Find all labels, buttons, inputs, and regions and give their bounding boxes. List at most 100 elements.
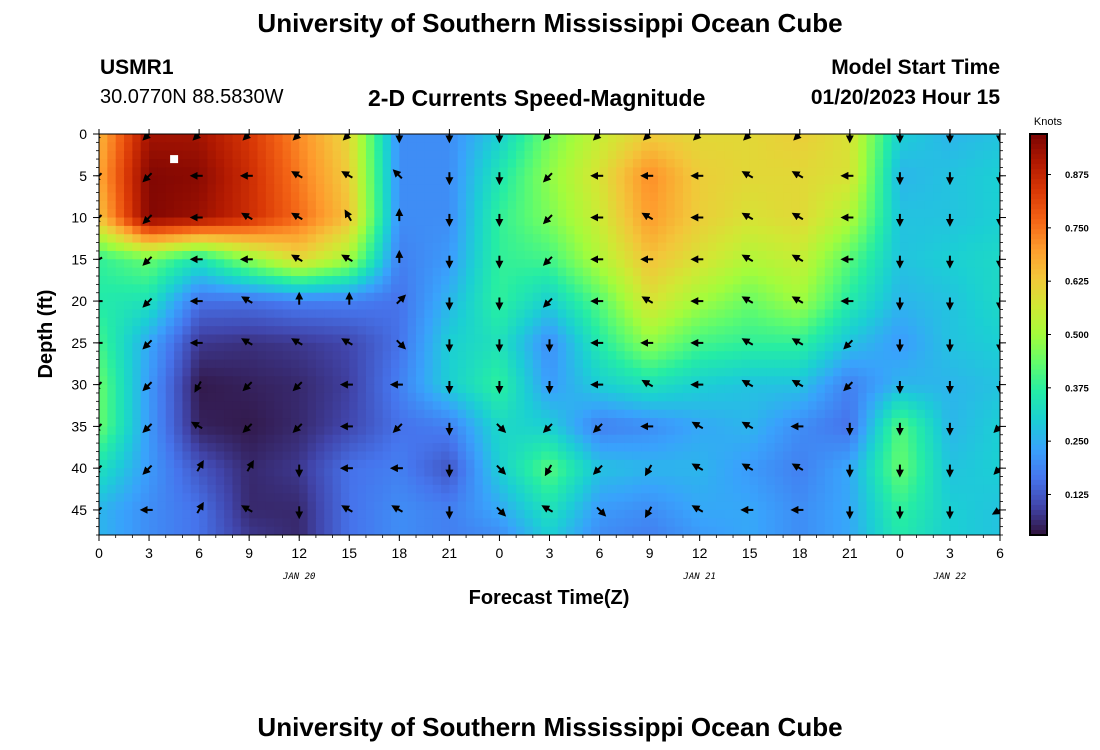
heatmap-cell (708, 301, 717, 311)
heatmap-cell (966, 476, 976, 486)
heatmap-cell (257, 175, 267, 185)
heatmap-cell (432, 225, 442, 235)
heatmap-cell (599, 426, 609, 436)
heatmap-cell (783, 351, 793, 361)
heatmap-cell (99, 184, 108, 194)
heatmap-cell (657, 451, 667, 461)
heatmap-cell (858, 392, 868, 402)
heatmap-cell (190, 451, 200, 461)
heatmap-cell (783, 468, 793, 478)
heatmap-cell (257, 309, 267, 319)
heatmap-cell (858, 267, 868, 277)
heatmap-cell (340, 509, 350, 519)
heatmap-cell (849, 259, 859, 269)
heatmap-cell (332, 175, 342, 185)
heatmap-cell (833, 434, 843, 444)
heatmap-cell (599, 476, 609, 486)
heatmap-cell (591, 200, 601, 210)
heatmap-cell (657, 150, 667, 160)
heatmap-cell (582, 384, 592, 394)
heatmap-cell (99, 334, 108, 344)
heatmap-cell (290, 342, 300, 352)
heatmap-cell (824, 317, 834, 327)
heatmap-cell (232, 518, 242, 528)
heatmap-cell (516, 242, 526, 252)
heatmap-cell (240, 267, 250, 277)
heatmap-cell (207, 376, 217, 386)
heatmap-cell (674, 175, 684, 185)
heatmap-cell (190, 234, 200, 244)
heatmap-cell (799, 392, 809, 402)
heatmap-cell (833, 192, 843, 202)
heatmap-cell (449, 292, 459, 302)
heatmap-cell (424, 468, 434, 478)
heatmap-cell (582, 476, 592, 486)
heatmap-cell (174, 342, 184, 352)
heatmap-cell (858, 468, 868, 478)
heatmap-cell (883, 192, 893, 202)
heatmap-cell (716, 317, 726, 327)
heatmap-cell (766, 409, 776, 419)
heatmap-cell (249, 259, 259, 269)
heatmap-cell (666, 476, 676, 486)
heatmap-cell (849, 451, 859, 461)
heatmap-cell (165, 159, 175, 169)
heatmap-cell (949, 392, 959, 402)
heatmap-cell (265, 384, 275, 394)
heatmap-cell (691, 309, 701, 319)
heatmap-cell (874, 150, 884, 160)
heatmap-cell (274, 392, 284, 402)
heatmap-cell (124, 301, 133, 311)
heatmap-cell (733, 493, 742, 503)
heatmap-cell (115, 192, 125, 202)
heatmap-cell (324, 292, 334, 302)
heatmap-cell (808, 459, 818, 469)
heatmap-cell (941, 418, 951, 427)
heatmap-cell (949, 409, 959, 419)
heatmap-cell (574, 443, 584, 453)
heatmap-cell (632, 401, 642, 411)
heatmap-cell (474, 209, 484, 219)
heatmap-cell (549, 200, 559, 210)
heatmap-cell (532, 367, 542, 377)
heatmap-cell (115, 267, 125, 277)
heatmap-cell (157, 401, 167, 411)
heatmap-cell (532, 175, 542, 185)
heatmap-cell (390, 443, 400, 453)
heatmap-cell (758, 418, 767, 427)
heatmap-cell (908, 184, 918, 194)
heatmap-cell (691, 468, 701, 478)
heatmap-cell (574, 200, 584, 210)
heatmap-cell (724, 443, 734, 453)
heatmap-cell (933, 468, 943, 478)
heatmap-cell (708, 159, 717, 169)
heatmap-cell (174, 309, 184, 319)
heatmap-cell (199, 326, 209, 336)
heatmap-cell (390, 384, 400, 394)
heatmap-cell (908, 392, 918, 402)
heatmap-cell (466, 351, 476, 361)
heatmap-cell (165, 434, 175, 444)
heatmap-cell (307, 192, 317, 202)
heatmap-cell (616, 476, 626, 486)
heatmap-cell (983, 175, 993, 185)
heatmap-cell (991, 225, 1000, 235)
heatmap-cell (708, 267, 717, 277)
heatmap-cell (674, 150, 684, 160)
heatmap-cell (265, 175, 275, 185)
heatmap-cell (374, 409, 384, 419)
heatmap-cell (424, 175, 434, 185)
heatmap-cell (199, 284, 209, 294)
heatmap-cell (666, 509, 676, 519)
heatmap-cell (224, 301, 234, 311)
heatmap-cell (549, 426, 559, 436)
heatmap-cell (282, 342, 292, 352)
heatmap-cell (899, 476, 909, 486)
heatmap-cell (691, 443, 701, 453)
heatmap-cell (474, 301, 484, 311)
heatmap-cell (549, 159, 559, 169)
heatmap-cell (624, 468, 634, 478)
heatmap-cell (749, 342, 759, 352)
heatmap-cell (616, 250, 626, 260)
heatmap-cell (624, 142, 634, 152)
